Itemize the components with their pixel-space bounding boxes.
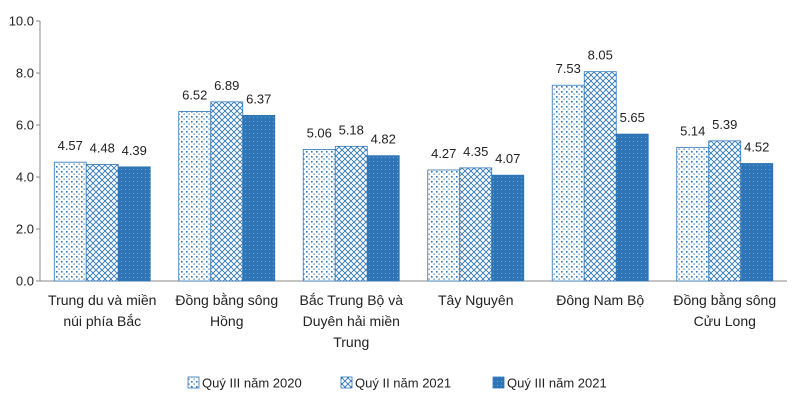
x-category-label: Hồng	[210, 313, 243, 329]
bar	[366, 155, 400, 282]
x-category-label: núi phía Bắc	[63, 313, 141, 329]
x-category-label: Đồng bằng sông	[175, 292, 278, 308]
x-category-label: Trung du và miền	[48, 292, 156, 308]
bar	[427, 169, 461, 282]
legend: Quý III năm 2020 Quý II năm 2021 Quý III n…	[187, 376, 607, 391]
data-label: 5.18	[339, 122, 364, 137]
data-label: 4.52	[744, 139, 769, 154]
x-category-label: Cửu Long	[694, 313, 756, 329]
bar	[708, 140, 742, 282]
x-category-label: Tây Nguyên	[438, 292, 513, 308]
y-tick-label: 10.0	[9, 14, 34, 29]
data-labels: 4.57 4.48 4.39 6.52 6.89 6.37 5.06 5.18 4.82 4.27…	[58, 48, 770, 166]
bar	[615, 133, 649, 282]
data-label: 4.35	[463, 144, 488, 159]
data-label: 4.48	[90, 141, 115, 156]
y-tick-label: 6.0	[16, 118, 34, 133]
x-axis: Trung du và miền núi phía Bắc Đồng bằng sô…	[40, 280, 787, 350]
x-category-label: Trung	[333, 334, 369, 350]
data-label: 6.52	[182, 87, 207, 102]
x-category-label: Đồng bằng sông	[673, 292, 776, 308]
bar	[491, 174, 525, 282]
x-category-label: Đông Nam Bộ	[556, 292, 644, 308]
data-label: 7.53	[556, 61, 581, 76]
data-label: 4.39	[122, 143, 147, 158]
legend-label: Quý III năm 2021	[507, 376, 607, 391]
legend-label: Quý III năm 2020	[202, 376, 302, 391]
data-label: 4.82	[371, 132, 396, 147]
bar	[178, 111, 212, 282]
bars	[53, 71, 774, 282]
bar	[302, 149, 336, 282]
data-label: 6.89	[214, 78, 239, 93]
data-label: 6.37	[246, 91, 271, 106]
x-category-label: Duyên hải miền	[303, 313, 400, 329]
data-label: 5.14	[680, 123, 705, 138]
bar	[459, 167, 493, 282]
bar	[551, 84, 585, 282]
data-label: 4.07	[495, 151, 520, 166]
bar	[334, 145, 368, 282]
y-axis: 0.0 2.0 4.0 6.0 8.0 10.0	[9, 14, 41, 289]
y-tick-label: 4.0	[16, 170, 34, 185]
bar	[242, 114, 276, 282]
y-tick-label: 8.0	[16, 66, 34, 81]
bar	[583, 71, 617, 282]
x-category-label: Bắc Trung Bộ và	[299, 292, 403, 308]
legend-swatch	[492, 376, 505, 389]
legend-label: Quý II năm 2021	[355, 376, 451, 391]
bar	[210, 101, 244, 282]
bar	[740, 163, 774, 282]
data-label: 4.57	[58, 138, 83, 153]
data-label: 5.65	[620, 110, 645, 125]
data-label: 5.39	[712, 117, 737, 132]
y-tick-label: 2.0	[16, 222, 34, 237]
bar	[53, 161, 87, 282]
data-label: 5.06	[307, 125, 332, 140]
y-tick-label: 0.0	[16, 274, 34, 289]
legend-swatch	[340, 376, 353, 389]
bar	[85, 164, 119, 282]
bar	[676, 146, 710, 282]
legend-swatch	[187, 376, 200, 389]
data-label: 4.27	[431, 146, 456, 161]
bar	[117, 166, 151, 282]
data-label: 8.05	[588, 48, 613, 63]
